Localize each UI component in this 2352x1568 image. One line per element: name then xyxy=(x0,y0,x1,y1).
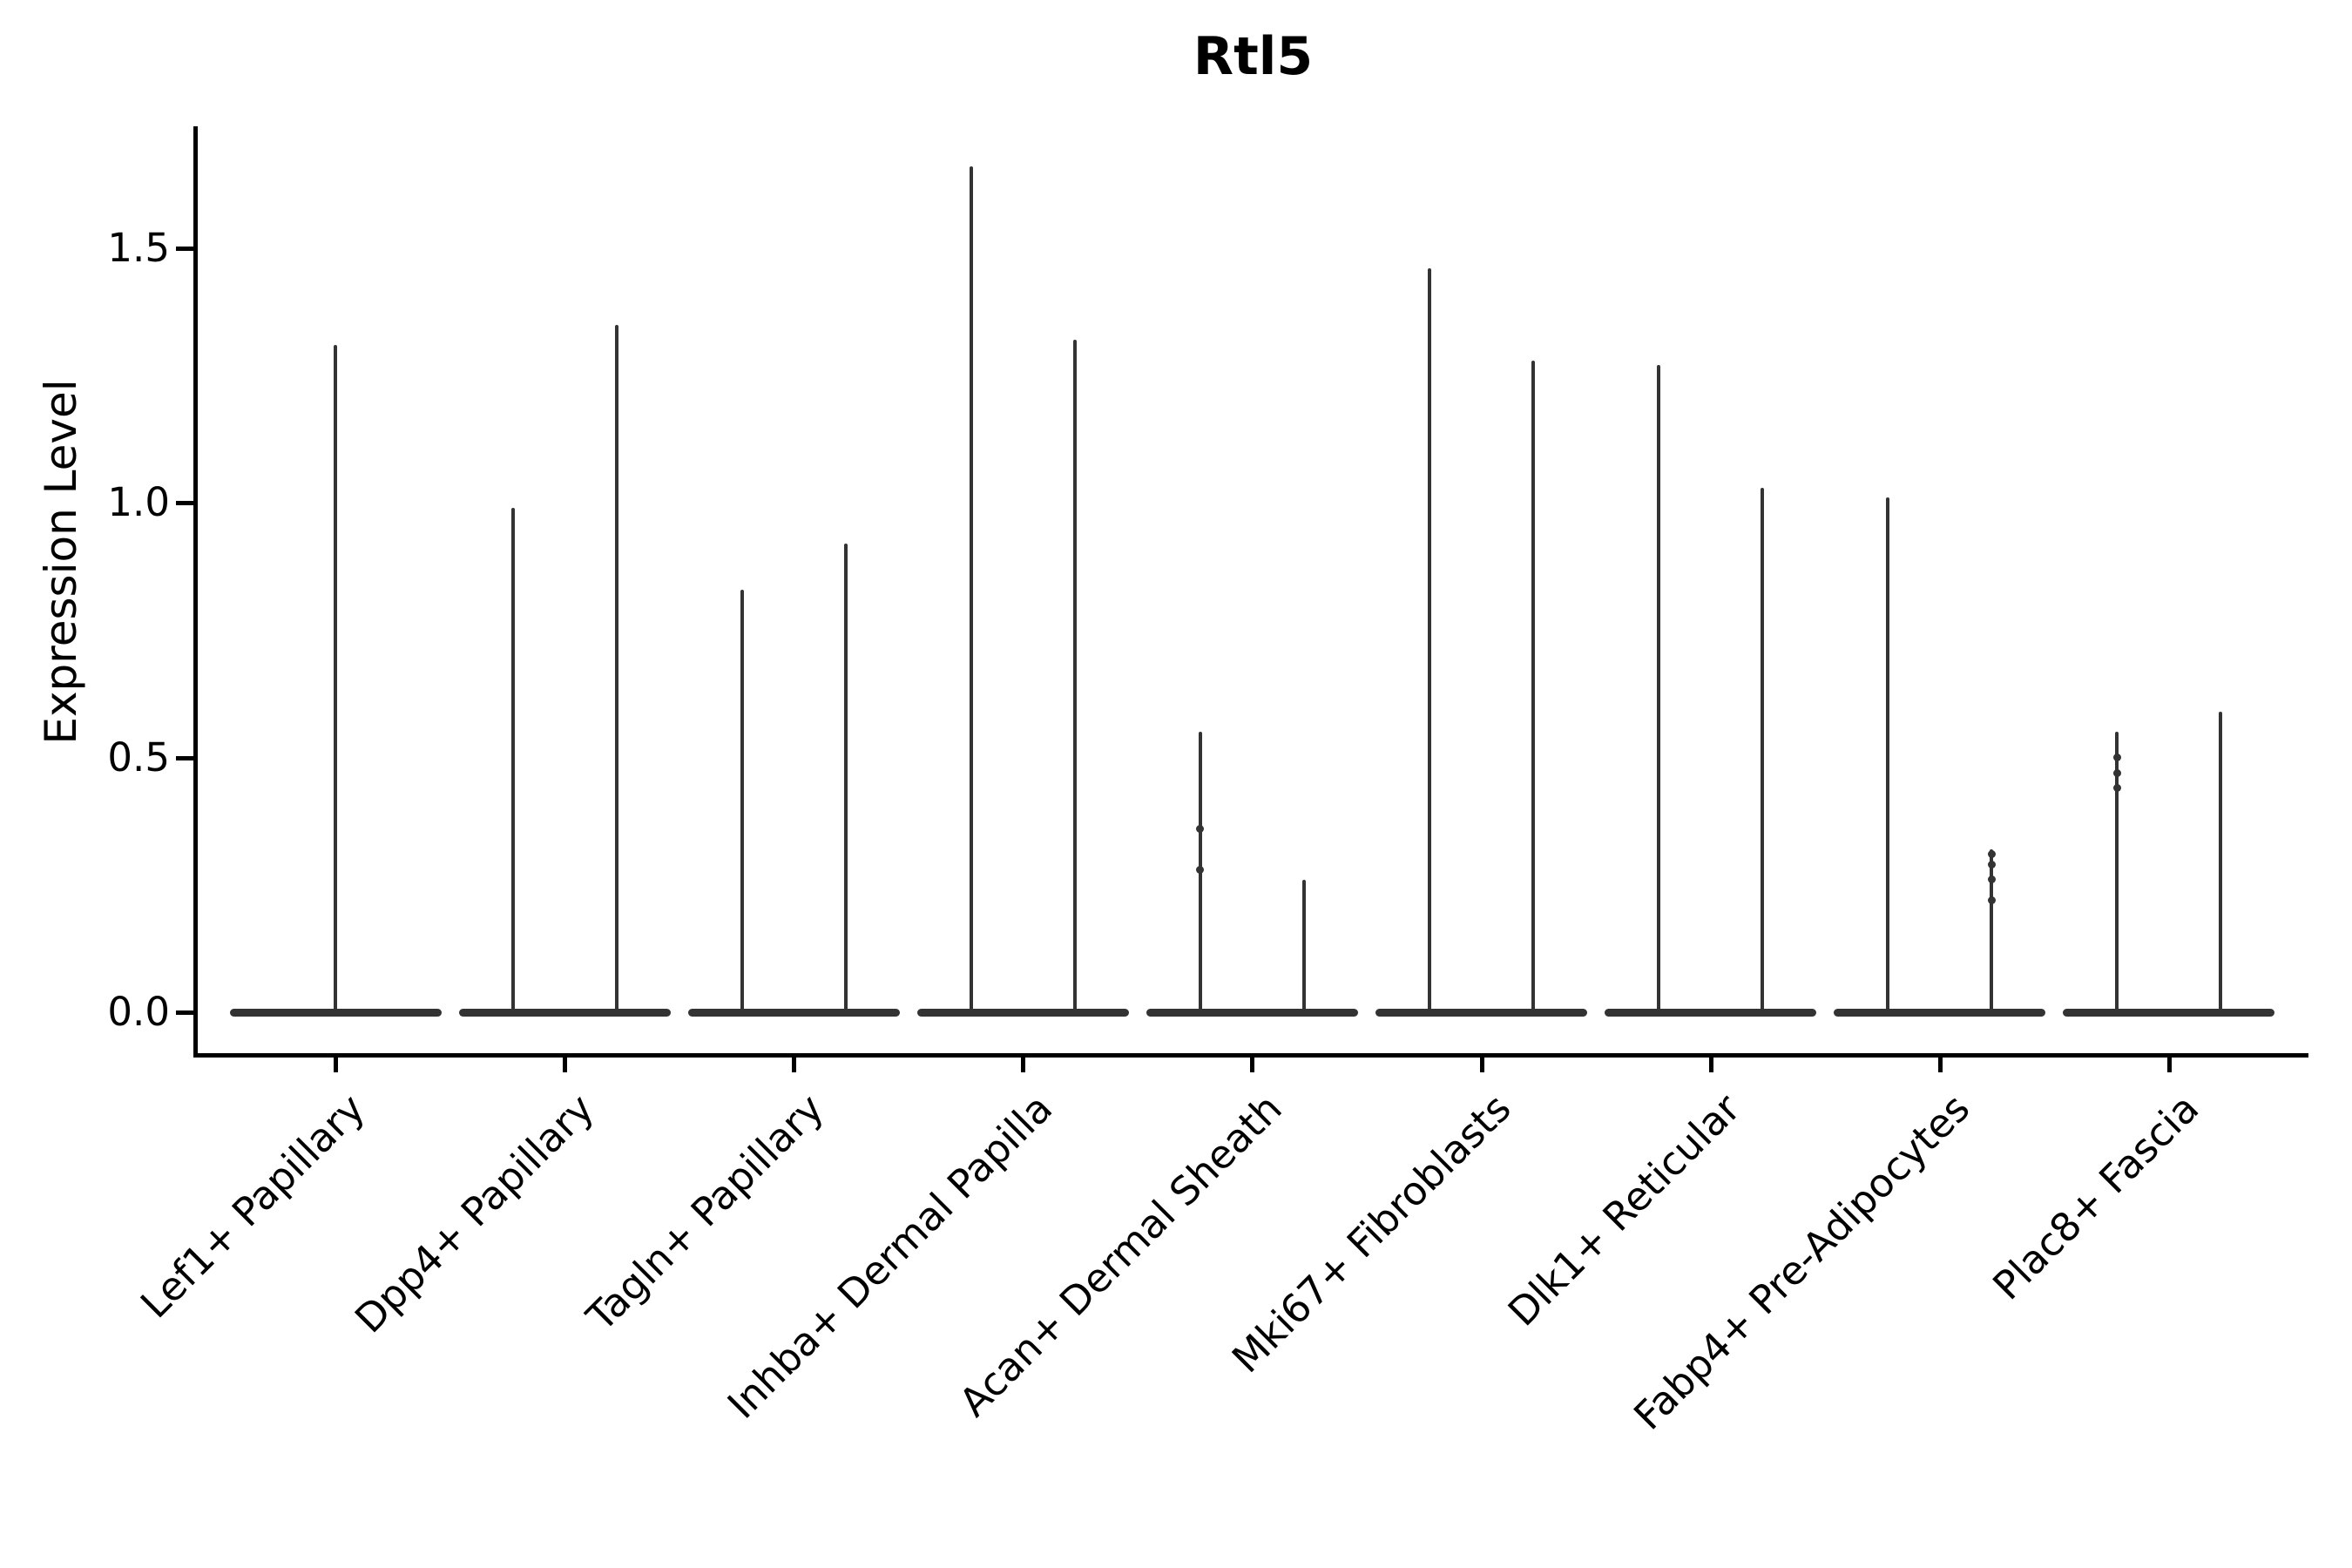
violin-spike xyxy=(1072,340,1077,1012)
category-label: Plac8+ Fascia xyxy=(1984,1085,2207,1309)
violin-spike xyxy=(614,324,618,1012)
x-tick-mark xyxy=(1021,1053,1026,1072)
chart-title: Rtl5 xyxy=(1193,26,1314,87)
x-tick-mark xyxy=(563,1053,568,1072)
jitter-point xyxy=(1196,865,1205,874)
jitter-point xyxy=(2112,754,2121,762)
category-label: Tagln+ Papillary xyxy=(577,1085,833,1341)
violin-base xyxy=(1834,1009,2046,1017)
jitter-point xyxy=(2112,784,2121,793)
x-tick-mark xyxy=(1937,1053,1943,1072)
category-label: Dpp4+ Papillary xyxy=(346,1085,604,1342)
violin-spike xyxy=(740,589,744,1012)
category-label: Dlk1+ Reticular xyxy=(1498,1085,1749,1335)
violin-spike xyxy=(2219,712,2223,1012)
violin-spike xyxy=(1657,365,1661,1012)
y-tick-mark xyxy=(176,246,193,251)
y-tick-mark xyxy=(176,1010,193,1015)
y-axis-spine xyxy=(193,126,198,1058)
x-tick-mark xyxy=(2166,1053,2172,1072)
violin-spike xyxy=(843,544,848,1012)
violin-base xyxy=(1375,1009,1587,1017)
y-tick-label: 0.5 xyxy=(107,733,170,781)
violin-spike xyxy=(2115,732,2119,1012)
violin-spike xyxy=(1531,360,1535,1012)
y-tick-label: 1.5 xyxy=(107,224,170,271)
violin-base xyxy=(1605,1009,1817,1017)
jitter-point xyxy=(2112,768,2121,777)
category-label: Lef1+ Papillary xyxy=(132,1085,375,1328)
violin-base xyxy=(229,1009,442,1017)
jitter-point xyxy=(1987,875,1996,884)
jitter-point xyxy=(1987,896,1996,904)
violin-base xyxy=(687,1009,900,1017)
y-tick-label: 0.0 xyxy=(107,989,170,1035)
violin-spike xyxy=(1428,268,1431,1012)
x-tick-mark xyxy=(1250,1053,1255,1072)
violin-spike xyxy=(334,345,337,1012)
violin-spike xyxy=(1886,497,1890,1012)
jitter-point xyxy=(1987,850,1996,859)
violin-base xyxy=(2063,1009,2275,1017)
violin-base xyxy=(916,1009,1129,1017)
y-tick-label: 1.0 xyxy=(107,479,170,526)
violin-base xyxy=(1146,1009,1358,1017)
x-tick-mark xyxy=(792,1053,797,1072)
violin-spike xyxy=(1761,487,1765,1012)
jitter-point xyxy=(1196,825,1205,834)
x-tick-mark xyxy=(334,1053,338,1072)
x-tick-mark xyxy=(1479,1053,1484,1072)
violin-spike xyxy=(1301,879,1306,1012)
violin-spike xyxy=(969,166,973,1012)
x-tick-mark xyxy=(1708,1053,1713,1072)
violin-spike xyxy=(510,508,515,1012)
jitter-point xyxy=(1987,860,1996,868)
violin-spike xyxy=(1990,848,1994,1012)
y-axis-label: Expression Level xyxy=(36,379,86,745)
y-tick-mark xyxy=(176,501,193,506)
y-tick-mark xyxy=(176,755,193,760)
violin-base xyxy=(458,1009,671,1017)
